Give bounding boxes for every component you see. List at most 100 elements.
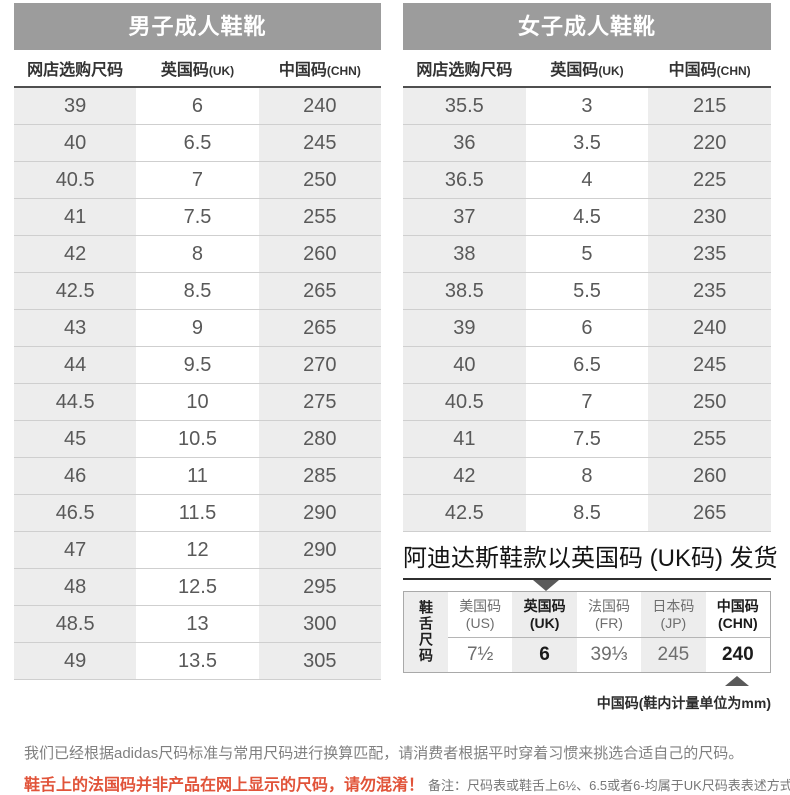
size-cell: 235 [648, 273, 771, 309]
size-cell: 41 [403, 421, 526, 457]
mens-size-table: 男子成人鞋靴 网店选购尺码 英国码(UK) 中国码(CHN) 39 6 240 40 6.5… [14, 3, 381, 713]
size-cell: 40.5 [14, 162, 137, 198]
column-header-label: 中国码 [278, 62, 327, 79]
tongue-column-code: (CHN) [717, 614, 758, 631]
size-cell: 44 [14, 347, 137, 383]
column-header-label: 中国码 [668, 62, 717, 79]
arrow-down-icon [533, 580, 559, 591]
size-cell: 10.5 [136, 421, 259, 457]
table-row: 42.5 8.5 265 [403, 495, 771, 532]
table-row: 45 10.5 280 [14, 421, 381, 458]
table-row: 36.5 4 225 [403, 162, 771, 199]
table-row: 46 11 285 [14, 458, 381, 495]
table-row: 41 7.5 255 [403, 421, 771, 458]
column-header-label: 网店选购尺码 [27, 62, 124, 79]
column-header-code: (CHN) [326, 64, 361, 78]
size-cell: 260 [648, 458, 771, 494]
size-cell: 13.5 [136, 643, 259, 679]
warning-line: 鞋舌上的法国码并非产品在网上显示的尺码，请勿混淆！ 备注：尺码表或鞋舌上6½、6… [24, 771, 790, 795]
table-row: 44.5 10 275 [14, 384, 381, 421]
tongue-size-value: 39⅓ [590, 644, 628, 665]
table-row: 40 6.5 245 [403, 347, 771, 384]
size-cell: 6.5 [136, 125, 259, 161]
tables-columns: 男子成人鞋靴 网店选购尺码 英国码(UK) 中国码(CHN) 39 6 240 40 6.5… [14, 3, 778, 713]
size-cell: 6 [525, 310, 649, 346]
column-header-label: 英国码 [160, 62, 209, 79]
tongue-column-name: 日本码 [652, 597, 695, 614]
column-header: 英国码(UK) [136, 56, 258, 80]
column-header-code: (UK) [598, 64, 624, 78]
tongue-size-table: 鞋舌尺码 美国码 (US) 7½ 英国码 (UK) 6 法国码 (FR) 39⅓ 日本码 (JP) 2… [403, 591, 771, 673]
tongue-size-label: 鞋舌尺码 [404, 592, 448, 672]
size-cell: 270 [258, 347, 381, 383]
tongue-column-header: 法国码 (FR) [576, 592, 642, 638]
size-cell: 230 [648, 199, 771, 235]
size-cell: 245 [648, 347, 771, 383]
size-cell: 40.5 [403, 384, 526, 420]
table-row: 47 12 290 [14, 532, 381, 569]
tongue-size-value: 245 [641, 638, 706, 672]
size-cell: 39 [403, 310, 526, 346]
size-cell: 290 [258, 495, 381, 531]
size-cell: 40 [403, 347, 526, 383]
size-cell: 42.5 [403, 495, 526, 531]
table-row: 38 5 235 [403, 236, 771, 273]
table-row: 40 6.5 245 [14, 125, 381, 162]
table-row: 44 9.5 270 [14, 347, 381, 384]
size-cell: 46 [14, 458, 137, 494]
womens-column: 女子成人鞋靴 网店选购尺码 英国码(UK) 中国码(CHN) 35.5 3 215 36 3… [403, 3, 778, 713]
fr-size-warning: 鞋舌上的法国码并非产品在网上显示的尺码，请勿混淆！ [24, 777, 425, 794]
table-row: 48 12.5 295 [14, 569, 381, 606]
size-cell: 300 [258, 606, 381, 642]
size-cell: 5.5 [525, 273, 649, 309]
size-cell: 285 [258, 458, 381, 494]
size-cell: 7 [136, 162, 259, 198]
size-cell: 9.5 [136, 347, 259, 383]
tongue-column-code: (UK) [529, 614, 560, 631]
size-cell: 235 [648, 236, 771, 272]
size-cell: 48 [14, 569, 137, 605]
size-cell: 7.5 [525, 421, 649, 457]
size-cell: 12 [136, 532, 259, 568]
size-cell: 44.5 [14, 384, 137, 420]
table-row: 39 6 240 [14, 88, 381, 125]
mens-table-body: 39 6 240 40 6.5 245 40.5 7 250 41 7.5 255 42 8 260 42.5… [14, 88, 381, 680]
size-cell: 305 [258, 643, 381, 679]
tongue-size-value: 6 [512, 638, 577, 672]
column-header-label: 英国码 [550, 62, 599, 79]
tongue-column-code: (JP) [660, 614, 687, 631]
size-cell: 36 [403, 125, 526, 161]
size-cell: 295 [258, 569, 381, 605]
size-cell: 3.5 [525, 125, 649, 161]
mens-table-header-row: 网店选购尺码 英国码(UK) 中国码(CHN) [14, 50, 381, 88]
womens-table-title: 女子成人鞋靴 [403, 3, 771, 50]
size-cell: 8 [136, 236, 259, 272]
size-cell: 275 [258, 384, 381, 420]
tongue-column-name: 美国码 [459, 597, 502, 614]
size-cell: 35.5 [403, 88, 526, 124]
size-cell: 38 [403, 236, 526, 272]
table-row: 48.5 13 300 [14, 606, 381, 643]
size-cell: 7.5 [136, 199, 259, 235]
size-cell: 43 [14, 310, 137, 346]
size-cell: 290 [258, 532, 381, 568]
size-cell: 4.5 [525, 199, 649, 235]
chn-unit-note: 中国码(鞋内计量单位为mm) [596, 695, 771, 711]
table-row: 42.5 8.5 265 [14, 273, 381, 310]
size-cell: 45 [14, 421, 137, 457]
size-cell: 8.5 [525, 495, 649, 531]
size-cell: 8 [525, 458, 649, 494]
womens-table-body: 35.5 3 215 36 3.5 220 36.5 4 225 37 4.5 230 38 5 235 38… [403, 88, 771, 532]
size-cell: 48.5 [14, 606, 137, 642]
tongue-column-header: 美国码 (US) [448, 592, 513, 638]
size-cell: 240 [648, 310, 771, 346]
size-cell: 5 [525, 236, 649, 272]
table-row: 41 7.5 255 [14, 199, 381, 236]
table-row: 46.5 11.5 290 [14, 495, 381, 532]
size-cell: 240 [258, 88, 381, 124]
size-cell: 6.5 [525, 347, 649, 383]
table-row: 42 8 260 [403, 458, 771, 495]
size-cell: 11.5 [136, 495, 259, 531]
arrow-up-icon [725, 676, 749, 686]
